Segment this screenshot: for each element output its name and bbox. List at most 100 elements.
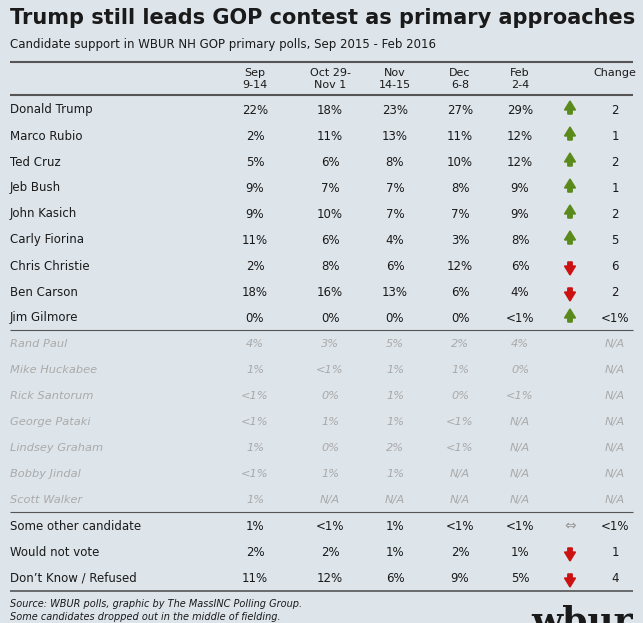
Text: 6%: 6% <box>451 285 469 298</box>
Text: N/A: N/A <box>510 417 530 427</box>
Text: Carly Fiorina: Carly Fiorina <box>10 234 84 247</box>
Text: 0%: 0% <box>321 443 339 453</box>
Text: Jeb Bush: Jeb Bush <box>10 181 61 194</box>
Text: 2%: 2% <box>451 546 469 558</box>
Text: Ben Carson: Ben Carson <box>10 285 78 298</box>
Text: George Pataki: George Pataki <box>10 417 91 427</box>
Text: Donald Trump: Donald Trump <box>10 103 93 117</box>
Text: N/A: N/A <box>510 469 530 479</box>
Text: <1%: <1% <box>241 417 269 427</box>
Text: 3%: 3% <box>451 234 469 247</box>
Text: Nov: Nov <box>384 68 406 78</box>
Text: 6: 6 <box>611 260 619 272</box>
Text: 9%: 9% <box>246 181 264 194</box>
Text: <1%: <1% <box>601 312 629 325</box>
Text: 6%: 6% <box>386 571 404 584</box>
Polygon shape <box>565 548 575 561</box>
Text: <1%: <1% <box>316 365 344 375</box>
Text: 2%: 2% <box>246 546 264 558</box>
Text: 12%: 12% <box>507 130 533 143</box>
Text: N/A: N/A <box>605 339 625 349</box>
Text: 1%: 1% <box>386 546 404 558</box>
Text: 2%: 2% <box>321 546 340 558</box>
Text: 1%: 1% <box>386 365 404 375</box>
Text: 1%: 1% <box>386 391 404 401</box>
Text: 1: 1 <box>611 546 619 558</box>
Text: Sep: Sep <box>244 68 266 78</box>
Text: 6%: 6% <box>511 260 529 272</box>
Text: 11%: 11% <box>242 234 268 247</box>
Text: 8%: 8% <box>451 181 469 194</box>
Text: 2: 2 <box>611 285 619 298</box>
Text: Oct 29-: Oct 29- <box>309 68 350 78</box>
Text: N/A: N/A <box>605 495 625 505</box>
Text: 13%: 13% <box>382 285 408 298</box>
Text: <1%: <1% <box>446 443 474 453</box>
Text: John Kasich: John Kasich <box>10 207 77 221</box>
Polygon shape <box>565 262 575 275</box>
Text: Lindsey Graham: Lindsey Graham <box>10 443 103 453</box>
Text: 1%: 1% <box>451 365 469 375</box>
Text: 1%: 1% <box>246 365 264 375</box>
Text: Source: WBUR polls, graphic by The MassINC Polling Group.: Source: WBUR polls, graphic by The MassI… <box>10 599 302 609</box>
Text: 11%: 11% <box>447 130 473 143</box>
Polygon shape <box>565 309 575 322</box>
Text: 8%: 8% <box>321 260 340 272</box>
Polygon shape <box>565 574 575 587</box>
Text: <1%: <1% <box>601 520 629 533</box>
Text: ⇔: ⇔ <box>564 519 576 533</box>
Text: 7%: 7% <box>386 181 404 194</box>
Text: 0%: 0% <box>246 312 264 325</box>
Text: 13%: 13% <box>382 130 408 143</box>
Polygon shape <box>565 153 575 166</box>
Text: 29%: 29% <box>507 103 533 117</box>
Text: Marco Rubio: Marco Rubio <box>10 130 82 143</box>
Text: 1%: 1% <box>386 520 404 533</box>
Text: 14-15: 14-15 <box>379 80 411 90</box>
Text: 4: 4 <box>611 571 619 584</box>
Text: <1%: <1% <box>446 417 474 427</box>
Text: <1%: <1% <box>446 520 475 533</box>
Text: 0%: 0% <box>321 312 340 325</box>
Text: 1%: 1% <box>246 520 264 533</box>
Text: N/A: N/A <box>605 365 625 375</box>
Text: Bobby Jindal: Bobby Jindal <box>10 469 81 479</box>
Text: Chris Christie: Chris Christie <box>10 260 89 272</box>
Text: N/A: N/A <box>605 391 625 401</box>
Text: 1%: 1% <box>386 469 404 479</box>
Text: Change: Change <box>593 68 637 78</box>
Text: 6%: 6% <box>321 234 340 247</box>
Text: 2%: 2% <box>451 339 469 349</box>
Text: 12%: 12% <box>447 260 473 272</box>
Text: 12%: 12% <box>317 571 343 584</box>
Text: 1%: 1% <box>321 469 339 479</box>
Text: <1%: <1% <box>316 520 344 533</box>
Text: 2%: 2% <box>246 260 264 272</box>
Text: 5: 5 <box>611 234 619 247</box>
Text: 9%: 9% <box>511 181 529 194</box>
Text: N/A: N/A <box>320 495 340 505</box>
Text: N/A: N/A <box>605 443 625 453</box>
Text: 11%: 11% <box>317 130 343 143</box>
Text: Candidate support in WBUR NH GOP primary polls, Sep 2015 - Feb 2016: Candidate support in WBUR NH GOP primary… <box>10 38 436 51</box>
Text: 8%: 8% <box>386 156 404 168</box>
Text: N/A: N/A <box>385 495 405 505</box>
Text: 8%: 8% <box>511 234 529 247</box>
Text: Rick Santorum: Rick Santorum <box>10 391 93 401</box>
Text: 4%: 4% <box>246 339 264 349</box>
Text: 10%: 10% <box>317 207 343 221</box>
Text: <1%: <1% <box>506 312 534 325</box>
Text: wbur: wbur <box>531 604 633 623</box>
Text: <1%: <1% <box>506 391 534 401</box>
Text: Feb: Feb <box>510 68 530 78</box>
Polygon shape <box>565 288 575 301</box>
Text: 4%: 4% <box>511 339 529 349</box>
Text: 1%: 1% <box>511 546 529 558</box>
Text: 2%: 2% <box>386 443 404 453</box>
Text: 1%: 1% <box>321 417 339 427</box>
Text: 0%: 0% <box>321 391 339 401</box>
Text: 4%: 4% <box>511 285 529 298</box>
Text: 7%: 7% <box>321 181 340 194</box>
Polygon shape <box>565 231 575 244</box>
Text: Some candidates dropped out in the middle of fielding.: Some candidates dropped out in the middl… <box>10 612 280 622</box>
